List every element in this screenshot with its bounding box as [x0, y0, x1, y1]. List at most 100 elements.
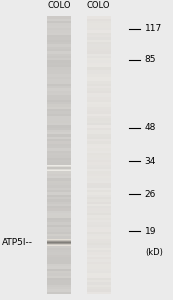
Bar — [86, 40, 111, 42]
Bar — [47, 60, 71, 63]
Bar — [86, 134, 111, 137]
Bar — [86, 158, 111, 160]
Bar — [86, 289, 111, 292]
Bar — [47, 91, 71, 93]
Bar — [86, 121, 111, 123]
Bar — [86, 56, 111, 58]
Bar — [86, 292, 111, 294]
Bar — [86, 176, 111, 178]
Bar — [86, 241, 111, 243]
Bar — [86, 114, 111, 116]
Bar — [47, 33, 71, 35]
Bar — [86, 44, 111, 46]
Bar — [47, 93, 71, 95]
Bar — [86, 248, 111, 250]
Bar — [86, 118, 111, 121]
Bar — [86, 76, 111, 79]
Bar — [86, 229, 111, 232]
Bar — [86, 70, 111, 72]
Bar — [86, 125, 111, 128]
Text: (kD): (kD) — [145, 248, 163, 256]
Bar — [86, 171, 111, 174]
Text: 85: 85 — [144, 56, 156, 64]
Bar — [86, 215, 111, 218]
Bar — [86, 208, 111, 211]
Bar — [86, 245, 111, 248]
Bar — [47, 268, 71, 271]
Bar — [47, 206, 71, 208]
Text: COLO: COLO — [87, 2, 110, 10]
Bar — [47, 76, 71, 79]
Bar — [47, 225, 71, 227]
Bar — [47, 132, 71, 134]
Bar — [47, 248, 71, 250]
Bar — [47, 19, 71, 21]
Bar — [47, 30, 71, 33]
Bar — [47, 137, 71, 139]
Bar — [86, 21, 111, 23]
Bar — [47, 151, 71, 153]
Bar — [47, 86, 71, 88]
Bar — [47, 40, 71, 42]
Bar — [47, 144, 71, 146]
Bar — [86, 243, 111, 245]
Bar — [86, 250, 111, 252]
Bar — [47, 220, 71, 222]
Bar — [47, 51, 71, 53]
Bar — [47, 167, 71, 169]
Bar — [86, 218, 111, 220]
Bar — [86, 102, 111, 104]
Bar — [47, 266, 71, 268]
Bar — [86, 160, 111, 162]
Bar — [86, 174, 111, 176]
Bar — [86, 234, 111, 236]
Bar — [47, 285, 71, 287]
Bar — [86, 162, 111, 164]
Bar — [86, 53, 111, 56]
Bar — [47, 79, 71, 81]
Bar — [86, 197, 111, 199]
Bar — [86, 255, 111, 257]
Bar — [86, 153, 111, 155]
Bar — [47, 245, 71, 248]
Bar — [86, 58, 111, 60]
Bar — [47, 174, 71, 176]
Bar — [47, 280, 71, 282]
Bar — [47, 287, 71, 289]
Bar — [86, 72, 111, 74]
Bar — [86, 35, 111, 37]
Bar — [86, 185, 111, 188]
Bar — [47, 139, 71, 141]
Bar — [47, 275, 71, 278]
Bar — [47, 148, 71, 151]
Bar — [47, 46, 71, 49]
Bar — [86, 188, 111, 190]
Bar — [47, 65, 71, 68]
Bar — [86, 63, 111, 65]
Bar — [86, 109, 111, 111]
Bar — [86, 282, 111, 285]
Bar — [47, 250, 71, 252]
Bar — [47, 171, 71, 174]
Bar — [47, 289, 71, 292]
Bar — [86, 67, 111, 70]
Bar — [47, 146, 71, 148]
Bar — [47, 202, 71, 204]
Bar — [86, 137, 111, 139]
Bar — [86, 60, 111, 63]
Bar — [86, 192, 111, 195]
Bar — [47, 67, 71, 70]
Bar — [86, 204, 111, 206]
Text: ATP5I--: ATP5I-- — [2, 238, 33, 247]
Bar — [47, 183, 71, 185]
Bar — [47, 114, 71, 116]
Bar — [86, 268, 111, 271]
Bar — [47, 278, 71, 280]
Bar — [86, 275, 111, 278]
Text: COLO: COLO — [47, 2, 71, 10]
Bar — [86, 194, 111, 197]
Bar — [47, 169, 71, 171]
Bar — [86, 178, 111, 181]
Bar — [47, 153, 71, 155]
Bar — [86, 23, 111, 26]
